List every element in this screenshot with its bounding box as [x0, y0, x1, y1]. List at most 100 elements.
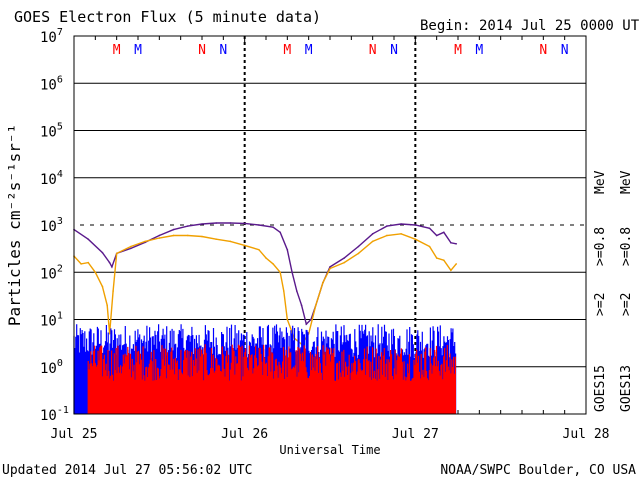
data-point [186, 234, 189, 237]
series-line [87, 344, 456, 414]
marker-n: N [390, 43, 398, 58]
data-point [322, 281, 324, 284]
data-point [229, 222, 232, 224]
data-point [94, 271, 97, 274]
data-point [201, 223, 203, 225]
data-point [455, 243, 458, 245]
data-point [455, 263, 458, 265]
legend-goes15-ge2: >=2 [593, 293, 608, 316]
data-point [112, 290, 114, 292]
data-point [300, 304, 303, 307]
legend-goes13-ge08: >=0.8 [619, 227, 634, 266]
data-point [286, 318, 289, 321]
y-tick-label: 103 [40, 216, 63, 235]
data-point [111, 266, 113, 268]
data-point [229, 240, 232, 243]
marker-n: N [219, 43, 227, 58]
data-point [130, 245, 132, 248]
x-tick-label: Jul 25 [51, 427, 98, 442]
data-point [428, 227, 431, 230]
updated-timestamp: Updated 2014 Jul 27 05:56:02 UTC [2, 463, 252, 478]
data-point [243, 244, 246, 247]
y-tick-label: 100 [40, 358, 63, 377]
x-tick-label: Jul 28 [563, 427, 610, 442]
data-point [144, 240, 146, 243]
legend-goes13-ge2: >=2 [619, 293, 634, 316]
data-point [400, 223, 402, 225]
x-tick-label: Jul 26 [221, 427, 268, 442]
legend-goes13: GOES13 [619, 365, 634, 412]
data-point [296, 290, 298, 292]
data-point [272, 226, 274, 228]
x-tick-labels: Jul 25 Jul 26 Jul 27 Jul 28 [51, 427, 610, 442]
marker-m: M [305, 43, 313, 58]
y-tick-label: 106 [40, 74, 63, 93]
data-point [158, 237, 161, 239]
legend-goes15: GOES15 [593, 365, 608, 412]
marker-m: M [134, 43, 142, 58]
y-tick-label: 101 [40, 311, 63, 330]
data-layer [73, 222, 458, 414]
data-point [108, 261, 111, 264]
data-point [258, 224, 260, 226]
x-tick-label: Jul 27 [392, 427, 439, 442]
data-point [158, 234, 161, 237]
data-point [435, 234, 438, 237]
y-axis-label: Particles cm⁻²s⁻¹sr⁻¹ [5, 124, 24, 326]
x-axis-label: Universal Time [279, 443, 380, 457]
data-point [305, 323, 308, 325]
data-point [115, 252, 118, 255]
y-tick-label: 107 [40, 27, 63, 46]
data-point [130, 247, 132, 250]
data-point [258, 248, 260, 251]
data-point [386, 225, 388, 227]
data-point [371, 233, 374, 235]
marker-m: M [475, 43, 483, 58]
data-point [279, 231, 282, 234]
data-point [428, 245, 431, 248]
marker-n: N [369, 43, 377, 58]
data-point [400, 233, 402, 235]
marker-m: M [283, 43, 291, 58]
data-point [371, 240, 374, 243]
data-point [186, 225, 189, 227]
chart-title: GOES Electron Flux (5 minute data) [14, 8, 321, 26]
legend-unit-goes15: MeV [593, 170, 608, 194]
data-point [265, 257, 267, 259]
data-point [386, 234, 388, 237]
y-tick-label: 105 [40, 122, 63, 141]
data-point [414, 238, 417, 241]
data-point [442, 231, 445, 234]
data-point [357, 245, 360, 248]
marker-m: M [454, 43, 462, 58]
data-point [201, 235, 203, 238]
data-point [314, 304, 317, 307]
data-point [243, 222, 246, 225]
data-point [282, 290, 285, 292]
data-point [101, 285, 104, 288]
data-point [172, 228, 175, 231]
data-point [450, 269, 452, 272]
legend-unit-goes13: MeV [619, 170, 634, 194]
data-point [450, 242, 452, 244]
data-point [414, 224, 417, 226]
data-point [442, 259, 445, 261]
plot-frame [73, 35, 587, 415]
data-point [80, 263, 82, 265]
marker-n: N [539, 43, 547, 58]
data-point [87, 261, 90, 264]
series-line [73, 233, 457, 346]
y-tick-label: 104 [40, 169, 63, 188]
legend: GOES15 >=2 >=0.8 MeV GOES13 >=2 >=0.8 Me… [593, 170, 634, 412]
data-point [343, 257, 346, 259]
marker-m: M [113, 43, 121, 58]
data-point [172, 234, 175, 237]
data-point [108, 332, 111, 335]
data-point [215, 238, 218, 241]
data-point [286, 248, 289, 251]
credit-text: NOAA/SWPC Boulder, CO USA [440, 463, 636, 478]
data-point [101, 251, 104, 254]
data-point [279, 271, 282, 274]
